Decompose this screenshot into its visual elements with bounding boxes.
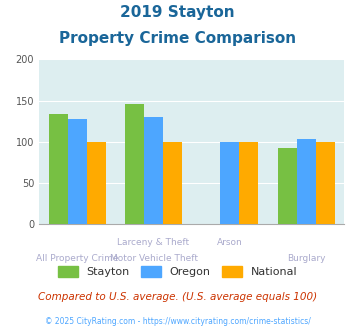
Text: Property Crime Comparison: Property Crime Comparison <box>59 31 296 46</box>
Bar <box>144 117 163 224</box>
Bar <box>278 148 297 224</box>
Bar <box>239 142 258 224</box>
Text: Compared to U.S. average. (U.S. average equals 100): Compared to U.S. average. (U.S. average … <box>38 292 317 302</box>
Bar <box>316 142 335 224</box>
Text: 2019 Stayton: 2019 Stayton <box>120 5 235 20</box>
Text: © 2025 CityRating.com - https://www.cityrating.com/crime-statistics/: © 2025 CityRating.com - https://www.city… <box>45 317 310 326</box>
Bar <box>297 139 316 224</box>
Bar <box>220 142 239 224</box>
Bar <box>68 119 87 224</box>
Text: Motor Vehicle Theft: Motor Vehicle Theft <box>110 254 197 263</box>
Bar <box>87 142 106 224</box>
Text: Arson: Arson <box>217 238 243 247</box>
Bar <box>163 142 182 224</box>
Bar <box>49 114 68 224</box>
Legend: Stayton, Oregon, National: Stayton, Oregon, National <box>53 261 302 281</box>
Text: Burglary: Burglary <box>287 254 326 263</box>
Text: All Property Crime: All Property Crime <box>36 254 119 263</box>
Text: Larceny & Theft: Larceny & Theft <box>118 238 190 247</box>
Bar <box>125 104 144 224</box>
